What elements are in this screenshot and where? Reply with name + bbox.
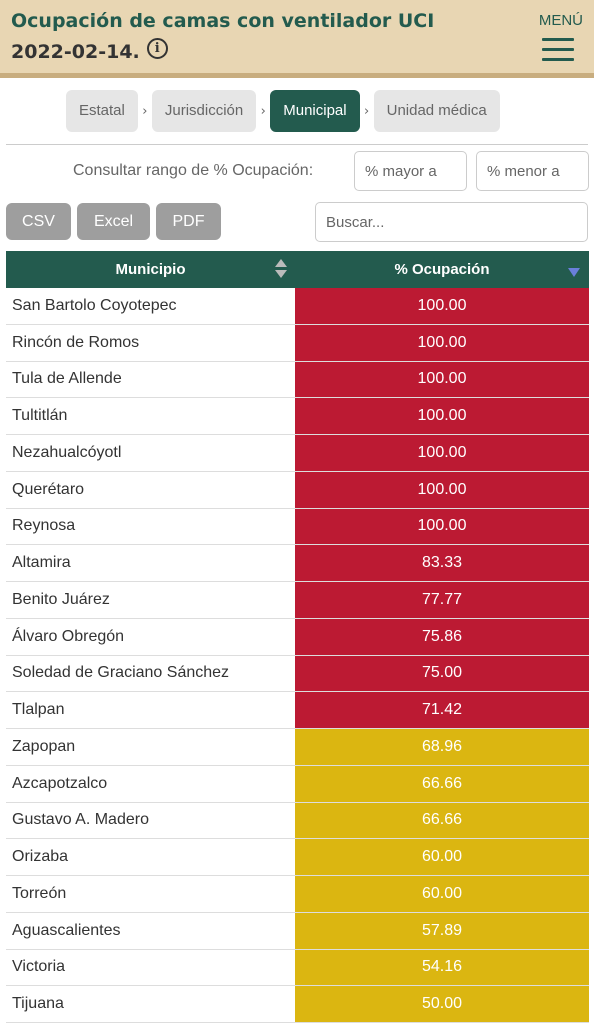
municipio-cell: Rincón de Romos [12, 333, 140, 351]
table-row: Tijuana 50.00 [6, 986, 589, 1023]
municipio-cell: Reynosa [12, 517, 76, 535]
municipio-cell: Gustavo A. Madero [12, 811, 149, 829]
municipio-cell: Nezahualcóyotl [12, 443, 122, 461]
ocupacion-cell: 71.42 [295, 692, 589, 728]
table-row: Altamira 83.33 [6, 545, 589, 582]
ocupacion-cell: 66.66 [295, 802, 589, 839]
ocupacion-cell: 60.00 [295, 876, 589, 912]
info-icon[interactable]: i [146, 37, 168, 59]
max-percent-input[interactable] [476, 151, 589, 191]
table-row: San Bartolo Coyotepec 100.00 [6, 288, 589, 325]
municipio-cell: Tlalpan [12, 701, 65, 719]
ocupacion-cell: 60.00 [295, 839, 589, 875]
table-row: Tlalpan 71.42 [6, 692, 589, 729]
date-line: 2022-02-14. i [11, 37, 168, 63]
ocupacion-cell: 77.77 [295, 582, 589, 618]
municipio-cell: Aguascalientes [12, 921, 121, 939]
table-row: Torreón 60.00 [6, 876, 589, 913]
table-row: Reynosa 100.00 [6, 508, 589, 546]
report-date: 2022-02-14. [11, 41, 140, 63]
pdf-button[interactable]: PDF [156, 203, 221, 240]
ocupacion-cell: 57.89 [295, 912, 589, 949]
table-row: Álvaro Obregón 75.86 [6, 618, 589, 656]
municipio-cell: Tultitlán [12, 407, 68, 425]
municipio-cell: Altamira [12, 554, 71, 572]
app-header: Ocupación de camas con ventilador UCI 20… [0, 0, 594, 78]
breadcrumb-unidad-medica[interactable]: Unidad médica [373, 90, 500, 132]
ocupacion-cell: 100.00 [295, 508, 589, 545]
breadcrumb-estatal[interactable]: Estatal [66, 90, 138, 132]
ocupacion-cell: 68.96 [295, 729, 589, 765]
ocupacion-cell: 100.00 [295, 361, 589, 398]
ocupacion-cell: 100.00 [295, 398, 589, 434]
page-title: Ocupación de camas con ventilador UCI [11, 10, 435, 32]
breadcrumb-jurisdiccion[interactable]: Jurisdicción [151, 90, 257, 132]
table-row: Tultitlán 100.00 [6, 398, 589, 435]
range-label: Consultar rango de % Ocupación: [73, 162, 314, 179]
table-row: Benito Juárez 77.77 [6, 582, 589, 619]
chevron-right-icon: › [364, 103, 370, 119]
ocupacion-cell: 54.16 [295, 949, 589, 986]
table-row: Aguascalientes 57.89 [6, 912, 589, 950]
municipio-cell: Orizaba [12, 848, 69, 866]
table-row: Nezahualcóyotl 100.00 [6, 435, 589, 472]
column-header-ocupacion[interactable]: % Ocupación [295, 251, 589, 288]
table-row: Gustavo A. Madero 66.66 [6, 802, 589, 840]
table-row: Zapopan 68.96 [6, 729, 589, 766]
excel-button[interactable]: Excel [77, 203, 150, 240]
chevron-right-icon: › [260, 103, 266, 119]
ocupacion-cell: 100.00 [295, 471, 589, 508]
municipio-cell: Querétaro [12, 480, 85, 498]
divider [6, 144, 588, 145]
municipio-cell: Soledad de Graciano Sánchez [12, 664, 230, 682]
municipio-cell: San Bartolo Coyotepec [12, 296, 177, 314]
table-body: San Bartolo Coyotepec 100.00 Rincón de Rom… [6, 288, 589, 1023]
municipio-cell: Torreón [12, 884, 67, 902]
ocupacion-cell: 83.33 [295, 545, 589, 581]
municipio-cell: Tijuana [12, 995, 64, 1013]
municipio-cell: Tula de Allende [12, 370, 122, 388]
table-row: Azcapotzalco 66.66 [6, 765, 589, 803]
municipio-cell: Zapopan [12, 737, 76, 755]
municipio-cell: Benito Juárez [12, 590, 110, 608]
min-percent-input[interactable] [354, 151, 467, 191]
municipio-cell: Álvaro Obregón [12, 627, 125, 645]
chevron-right-icon: › [142, 103, 148, 119]
ocupacion-cell: 100.00 [295, 288, 589, 324]
table-row: Soledad de Graciano Sánchez 75.00 [6, 655, 589, 693]
table-row: Rincón de Romos 100.00 [6, 324, 589, 362]
ocupacion-cell: 100.00 [295, 324, 589, 361]
occupancy-table: Municipio % Ocupación San Bartolo Coyote… [6, 251, 589, 1023]
ocupacion-cell: 100.00 [295, 435, 589, 471]
table-header: Municipio % Ocupación [6, 251, 589, 288]
table-row: Querétaro 100.00 [6, 471, 589, 509]
municipio-cell: Victoria [12, 958, 66, 976]
municipio-cell: Azcapotzalco [12, 774, 108, 792]
ocupacion-cell: 66.66 [295, 765, 589, 802]
search-input[interactable] [315, 202, 588, 242]
breadcrumb-municipal[interactable]: Municipal [270, 90, 360, 132]
menu-label[interactable]: MENÚ [538, 12, 583, 29]
ocupacion-cell: 75.00 [295, 655, 589, 692]
csv-button[interactable]: CSV [6, 203, 71, 240]
table-row: Victoria 54.16 [6, 949, 589, 987]
sort-both-icon [275, 259, 287, 279]
table-row: Orizaba 60.00 [6, 839, 589, 876]
table-row: Tula de Allende 100.00 [6, 361, 589, 399]
column-label-municipio: Municipio [115, 261, 186, 278]
ocupacion-cell: 75.86 [295, 618, 589, 655]
column-header-municipio[interactable]: Municipio [6, 251, 295, 288]
hamburger-icon[interactable] [542, 38, 574, 62]
breadcrumb: Estatal › Jurisdicción › Municipal › Uni… [66, 90, 500, 132]
sort-descending-icon [568, 268, 580, 277]
column-label-ocupacion: % Ocupación [394, 261, 490, 278]
ocupacion-cell: 50.00 [295, 986, 589, 1022]
